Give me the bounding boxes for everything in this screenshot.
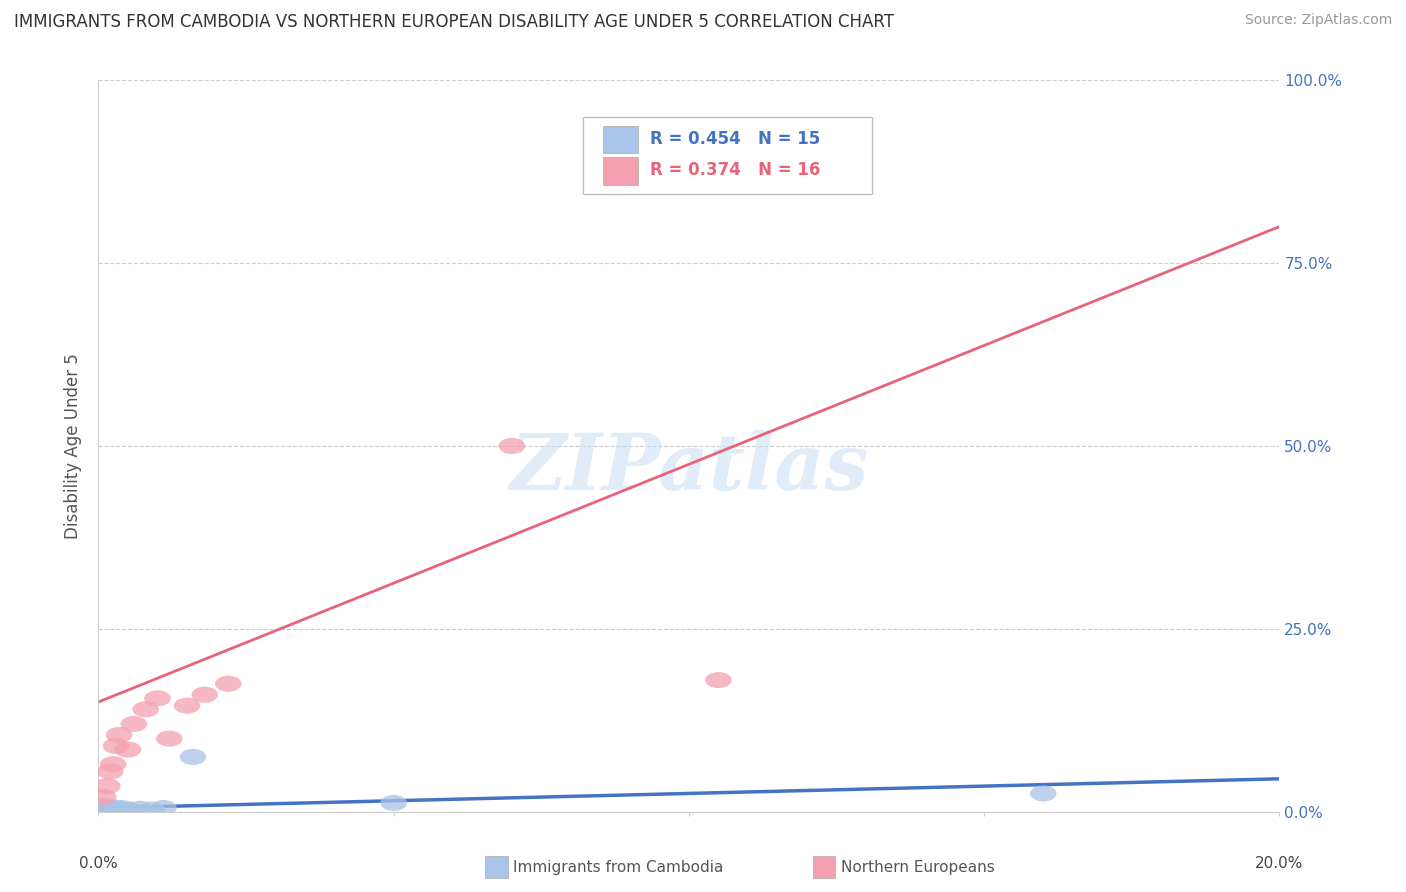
Ellipse shape xyxy=(100,756,127,772)
Ellipse shape xyxy=(103,738,129,754)
Ellipse shape xyxy=(1031,785,1056,802)
Ellipse shape xyxy=(100,799,127,815)
Text: ZIPatlas: ZIPatlas xyxy=(509,430,869,506)
Ellipse shape xyxy=(94,800,121,816)
Ellipse shape xyxy=(90,797,117,814)
Ellipse shape xyxy=(103,801,129,817)
Ellipse shape xyxy=(706,672,731,688)
Ellipse shape xyxy=(97,764,124,780)
Ellipse shape xyxy=(90,789,117,805)
Ellipse shape xyxy=(121,716,148,732)
Ellipse shape xyxy=(138,802,165,818)
Ellipse shape xyxy=(115,741,141,757)
Ellipse shape xyxy=(174,698,200,714)
Ellipse shape xyxy=(105,727,132,743)
Text: 20.0%: 20.0% xyxy=(1256,855,1303,871)
Text: Source: ZipAtlas.com: Source: ZipAtlas.com xyxy=(1244,13,1392,28)
FancyBboxPatch shape xyxy=(603,126,638,153)
Ellipse shape xyxy=(105,802,132,818)
Ellipse shape xyxy=(97,802,124,818)
Text: R = 0.454   N = 15: R = 0.454 N = 15 xyxy=(650,130,820,148)
Text: R = 0.374   N = 16: R = 0.374 N = 16 xyxy=(650,161,820,179)
Ellipse shape xyxy=(108,800,135,816)
Ellipse shape xyxy=(499,438,524,454)
Ellipse shape xyxy=(127,801,153,817)
Y-axis label: Disability Age Under 5: Disability Age Under 5 xyxy=(65,353,83,539)
Ellipse shape xyxy=(180,748,207,765)
FancyBboxPatch shape xyxy=(603,157,638,185)
Ellipse shape xyxy=(94,778,121,794)
Ellipse shape xyxy=(381,795,406,811)
Text: Northern Europeans: Northern Europeans xyxy=(841,860,994,874)
Ellipse shape xyxy=(115,802,141,818)
Ellipse shape xyxy=(145,690,170,706)
Ellipse shape xyxy=(156,731,183,747)
Text: 0.0%: 0.0% xyxy=(79,855,118,871)
Ellipse shape xyxy=(191,687,218,703)
Text: IMMIGRANTS FROM CAMBODIA VS NORTHERN EUROPEAN DISABILITY AGE UNDER 5 CORRELATION: IMMIGRANTS FROM CAMBODIA VS NORTHERN EUR… xyxy=(14,13,894,31)
Ellipse shape xyxy=(215,675,242,692)
FancyBboxPatch shape xyxy=(582,117,872,194)
Ellipse shape xyxy=(132,701,159,717)
Ellipse shape xyxy=(118,802,145,818)
Text: Immigrants from Cambodia: Immigrants from Cambodia xyxy=(513,860,724,874)
Ellipse shape xyxy=(150,800,177,816)
